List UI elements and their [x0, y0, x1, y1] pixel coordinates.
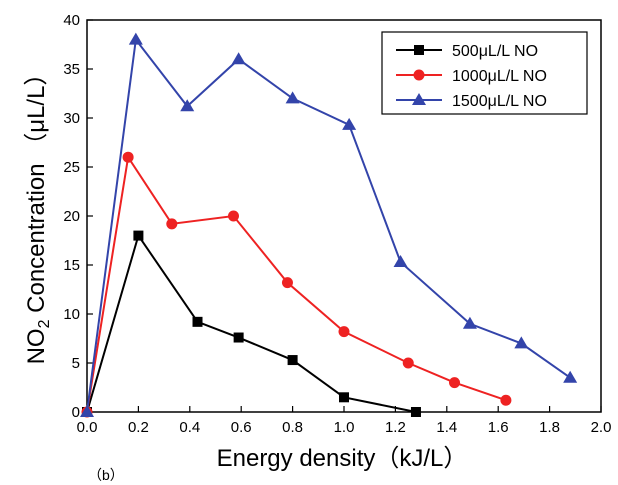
y-tick-label: 30 — [63, 110, 80, 127]
legend: 500μL/L NO 1000μL/L NO 1500μL/L NO — [381, 31, 588, 115]
x-tick-label: 1.8 — [539, 419, 560, 436]
data-point — [227, 210, 239, 222]
series-line — [86, 154, 507, 413]
data-point — [393, 255, 408, 268]
data-point — [166, 218, 178, 230]
x-tick-label: 0.0 — [77, 419, 98, 436]
legend-item: 1000μL/L NO — [396, 68, 547, 85]
y-tick-label: 35 — [63, 61, 80, 78]
data-point — [287, 355, 298, 366]
x-tick-label: 0.2 — [128, 419, 149, 436]
legend-item: 1500μL/L NO — [396, 93, 547, 110]
legend-marker — [412, 93, 426, 105]
data-point — [281, 277, 293, 289]
data-point — [231, 52, 246, 65]
x-tick-label: 1.4 — [436, 419, 457, 436]
legend-label: 1500μL/L NO — [452, 93, 547, 110]
data-point — [342, 117, 357, 130]
x-tick-label: 1.0 — [334, 419, 355, 436]
data-point — [462, 316, 477, 329]
data-point — [338, 326, 350, 338]
series-line — [86, 37, 571, 413]
x-tick-label: 1.6 — [488, 419, 509, 436]
x-tick-label: 0.8 — [282, 419, 303, 436]
data-point — [180, 99, 195, 112]
data-point — [192, 316, 203, 327]
data-point — [128, 32, 143, 45]
series-1 — [82, 230, 421, 417]
data-point — [563, 370, 578, 383]
y-axis-title-subscript: 2 — [36, 319, 53, 328]
data-point — [133, 230, 144, 241]
data-point — [500, 394, 512, 406]
legend-marker — [413, 69, 425, 81]
data-point — [514, 336, 529, 349]
legend-marker — [414, 45, 424, 55]
x-axis-title: Energy density（kJ/L） — [217, 445, 468, 472]
y-tick-label: 15 — [63, 257, 80, 274]
data-point — [339, 392, 349, 403]
series-group — [80, 32, 578, 418]
x-tick-label: 2.0 — [591, 419, 612, 436]
series-2 — [81, 151, 512, 418]
y-tick-label: 20 — [63, 208, 80, 225]
data-point — [402, 357, 414, 369]
y-tick-label: 40 — [63, 12, 80, 29]
data-point — [449, 377, 461, 389]
series-3 — [80, 32, 578, 417]
legend-item: 500μL/L NO — [396, 43, 538, 60]
y-tick-label: 10 — [63, 306, 80, 323]
data-point — [122, 151, 134, 163]
x-tick-label: 0.6 — [231, 419, 252, 436]
ticks: 0.0 0.2 0.4 0.6 0.8 1.0 1.2 1.4 1.6 1.8 2.0 0 5 10 15 2… — [63, 12, 611, 436]
data-point — [80, 405, 94, 417]
data-point — [233, 332, 244, 343]
y-axis-title: NO2 Concentration （μL/L） — [23, 62, 53, 365]
x-tick-label: 1.2 — [385, 419, 406, 436]
legend-label: 1000μL/L NO — [452, 68, 547, 85]
series-line — [86, 233, 417, 413]
data-point — [410, 407, 421, 417]
legend-label: 500μL/L NO — [452, 43, 538, 60]
data-point — [285, 91, 300, 104]
y-axis-title-main: NO — [23, 328, 50, 364]
y-tick-label: 25 — [63, 159, 80, 176]
y-axis-title-rest: Concentration （μL/L） — [23, 62, 50, 320]
y-tick-label: 0 — [72, 404, 80, 421]
panel-label: （b） — [88, 467, 124, 483]
y-tick-label: 5 — [72, 355, 80, 372]
x-tick-label: 0.4 — [179, 419, 200, 436]
